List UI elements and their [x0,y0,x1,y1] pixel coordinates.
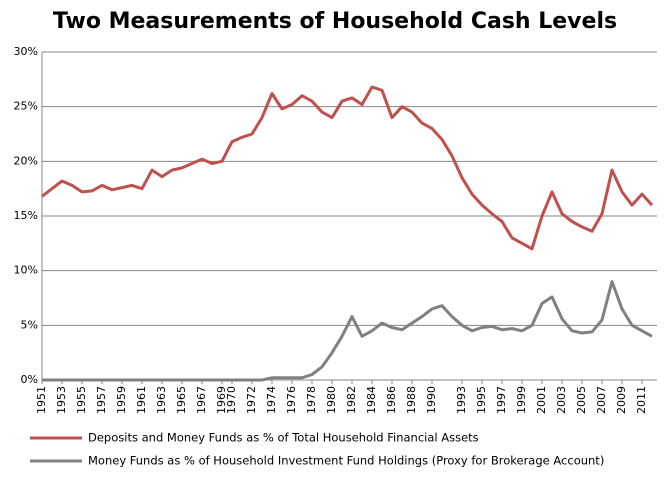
y-tick-label: 0% [21,373,38,386]
x-tick-label: 1997 [495,386,508,414]
x-tick-label: 1984 [365,386,378,414]
x-tick-label: 1963 [155,386,168,414]
y-tick-label: 25% [14,100,38,113]
x-tick-label: 1970 [225,386,238,414]
x-tick-label: 1999 [515,386,528,414]
x-tick-label: 1974 [265,386,278,414]
x-tick-label: 1978 [305,386,318,414]
x-tick-label: 2005 [575,386,588,414]
y-tick-label: 20% [14,154,38,167]
chart-title: Two Measurements of Household Cash Level… [53,9,617,34]
y-tick-label: 5% [21,318,38,331]
x-tick-label: 1969 [215,386,228,414]
series-line [41,85,654,251]
x-tick-label: 1951 [35,386,48,414]
x-tick-label: 1957 [95,386,108,414]
series-line [42,280,653,382]
x-tick-label: 1955 [75,386,88,414]
x-tick-label: 2007 [595,386,608,414]
x-tick-label: 1988 [405,386,418,414]
x-tick-label: 1961 [135,386,148,414]
x-tick-label: 1959 [115,386,128,414]
x-tick-label: 2001 [535,386,548,414]
x-tick-label: 1965 [175,386,188,414]
x-tick-label: 2003 [555,386,568,414]
x-tick-label: 1972 [245,386,258,414]
x-tick-label: 1980 [325,386,338,414]
x-tick-label: 1967 [195,386,208,414]
x-tick-label: 1982 [345,386,358,414]
y-tick-label: 10% [14,264,38,277]
x-tick-label: 2009 [615,386,628,414]
legend-label: Money Funds as % of Household Investment… [88,454,604,468]
x-tick-label: 1993 [455,386,468,414]
x-tick-label: 1976 [285,386,298,414]
legend-label: Deposits and Money Funds as % of Total H… [88,431,479,445]
y-tick-label: 30% [14,45,38,58]
x-tick-label: 1995 [475,386,488,414]
x-tick-label: 1990 [425,386,438,414]
x-tick-label: 1986 [385,386,398,414]
x-tick-label: 2011 [635,386,648,414]
y-tick-label: 15% [14,209,38,222]
x-tick-label: 1953 [55,386,68,414]
